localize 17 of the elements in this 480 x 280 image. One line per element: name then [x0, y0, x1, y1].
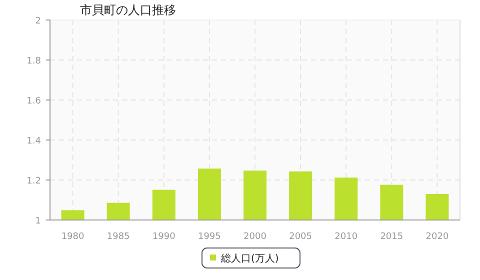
y-tick-label: 1.2: [26, 176, 41, 186]
x-tick-label: 2015: [380, 232, 404, 242]
x-tick-label: 2020: [426, 232, 449, 242]
x-tick-label: 1980: [61, 232, 85, 242]
y-tick-label: 1: [35, 216, 41, 226]
y-tick-label: 2: [35, 16, 41, 26]
y-tick-label: 1.8: [26, 56, 42, 66]
y-tick-label: 1.6: [26, 96, 42, 106]
chart-title: 市貝町の人口推移: [80, 3, 176, 17]
x-tick-label: 1985: [106, 232, 130, 242]
legend-label: 総人口(万人): [220, 252, 279, 264]
x-tick-label: 1995: [198, 232, 221, 242]
x-tick-label: 2010: [334, 232, 358, 242]
y-tick-label: 1.4: [26, 136, 42, 146]
x-tick-label: 2000: [244, 232, 267, 242]
x-tick-label: 2005: [289, 232, 312, 242]
x-tick-label: 1990: [152, 232, 176, 242]
